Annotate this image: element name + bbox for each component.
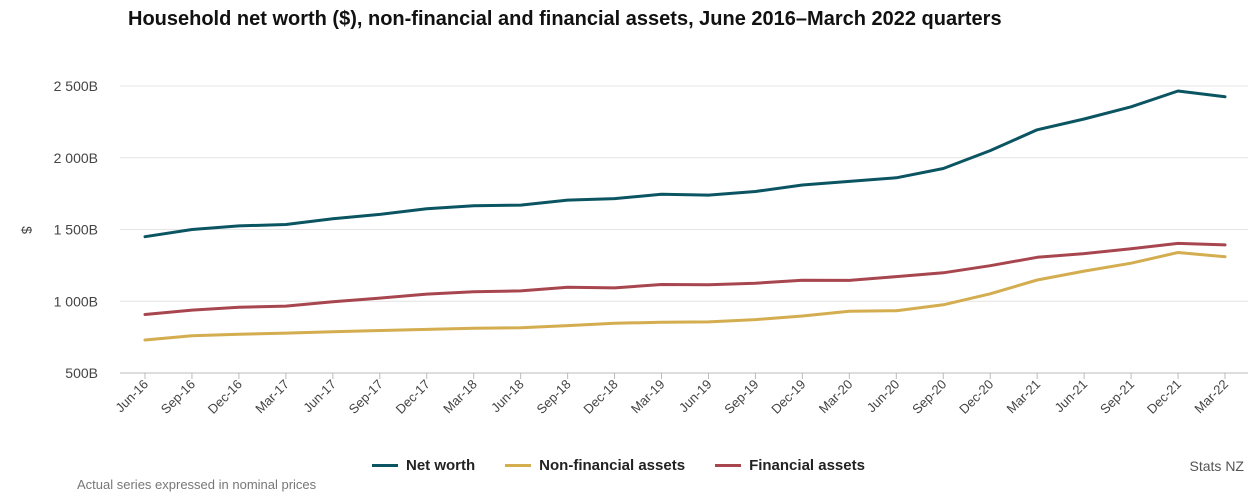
series-line-financial-assets[interactable]	[143, 241, 1227, 316]
legend-label-non-financial-assets: Non-financial assets	[539, 457, 686, 474]
legend-label-net-worth: Net worth	[406, 457, 476, 474]
x-tick-label: Mar-18	[440, 377, 480, 417]
x-tick-label: Jun-18	[488, 377, 527, 416]
source-credit: Stats NZ	[1189, 458, 1244, 474]
chart-title: Household net worth ($), non-financial a…	[128, 8, 1002, 30]
legend-item-non-financial-assets[interactable]: Non-financial assets	[505, 457, 685, 474]
legend-item-financial-assets[interactable]: Financial assets	[715, 457, 865, 474]
x-tick-label: Jun-19	[676, 377, 715, 416]
legend-item-net-worth[interactable]: Net worth	[372, 457, 475, 474]
series-lines	[143, 89, 1227, 342]
y-tick-label: 500B	[65, 365, 98, 381]
x-tick-label: Sep-17	[346, 377, 386, 417]
y-axis-label: $	[19, 226, 35, 234]
y-tick-label: 1 000B	[54, 293, 98, 309]
x-tick-label: Mar-21	[1004, 377, 1044, 417]
series-line-net-worth[interactable]	[143, 89, 1227, 239]
gridlines	[120, 85, 1248, 302]
x-tick-label: Dec-17	[393, 377, 433, 417]
x-tick-label: Dec-16	[205, 377, 245, 417]
legend-swatch-non-financial-assets	[505, 464, 532, 467]
legend: Net worth Non-financial assets Financial…	[372, 457, 865, 474]
x-tick-label: Mar-17	[252, 377, 292, 417]
y-tick-label: 2 500B	[54, 78, 98, 94]
x-tick-label: Jun-21	[1052, 377, 1091, 416]
y-axis: 500B 1 000B 1 500B 2 000B 2 500B	[54, 78, 98, 381]
x-tick-label: Sep-19	[721, 377, 761, 417]
y-tick-label: 1 500B	[54, 222, 98, 238]
x-tick-label: Sep-20	[909, 377, 949, 417]
x-tick-label: Jun-20	[864, 377, 903, 416]
series-line-non-financial-assets[interactable]	[143, 251, 1227, 342]
x-tick-label: Jun-16	[112, 377, 151, 416]
x-tick-label: Sep-16	[158, 377, 198, 417]
legend-label-financial-assets: Financial assets	[749, 457, 865, 474]
footnote: Actual series expressed in nominal price…	[77, 477, 317, 492]
y-tick-label: 2 000B	[54, 150, 98, 166]
x-axis: Jun-16 Sep-16 Dec-16 Mar-17 Jun-17 Sep-17 Dec-…	[112, 372, 1248, 417]
legend-swatch-net-worth	[372, 464, 398, 467]
x-tick-label: Mar-20	[816, 377, 856, 417]
x-tick-label: Mar-22	[1191, 377, 1231, 417]
x-tick-label: Sep-18	[533, 377, 573, 417]
x-tick-label: Dec-18	[580, 377, 620, 417]
x-tick-label: Jun-17	[300, 377, 339, 416]
x-tick-label: Dec-21	[1144, 377, 1184, 417]
x-tick-label: Dec-20	[956, 377, 996, 417]
legend-swatch-financial-assets	[715, 464, 742, 467]
x-tick-label: Sep-21	[1097, 377, 1137, 417]
x-tick-label: Dec-19	[768, 377, 808, 417]
x-tick-label: Mar-19	[628, 377, 668, 417]
